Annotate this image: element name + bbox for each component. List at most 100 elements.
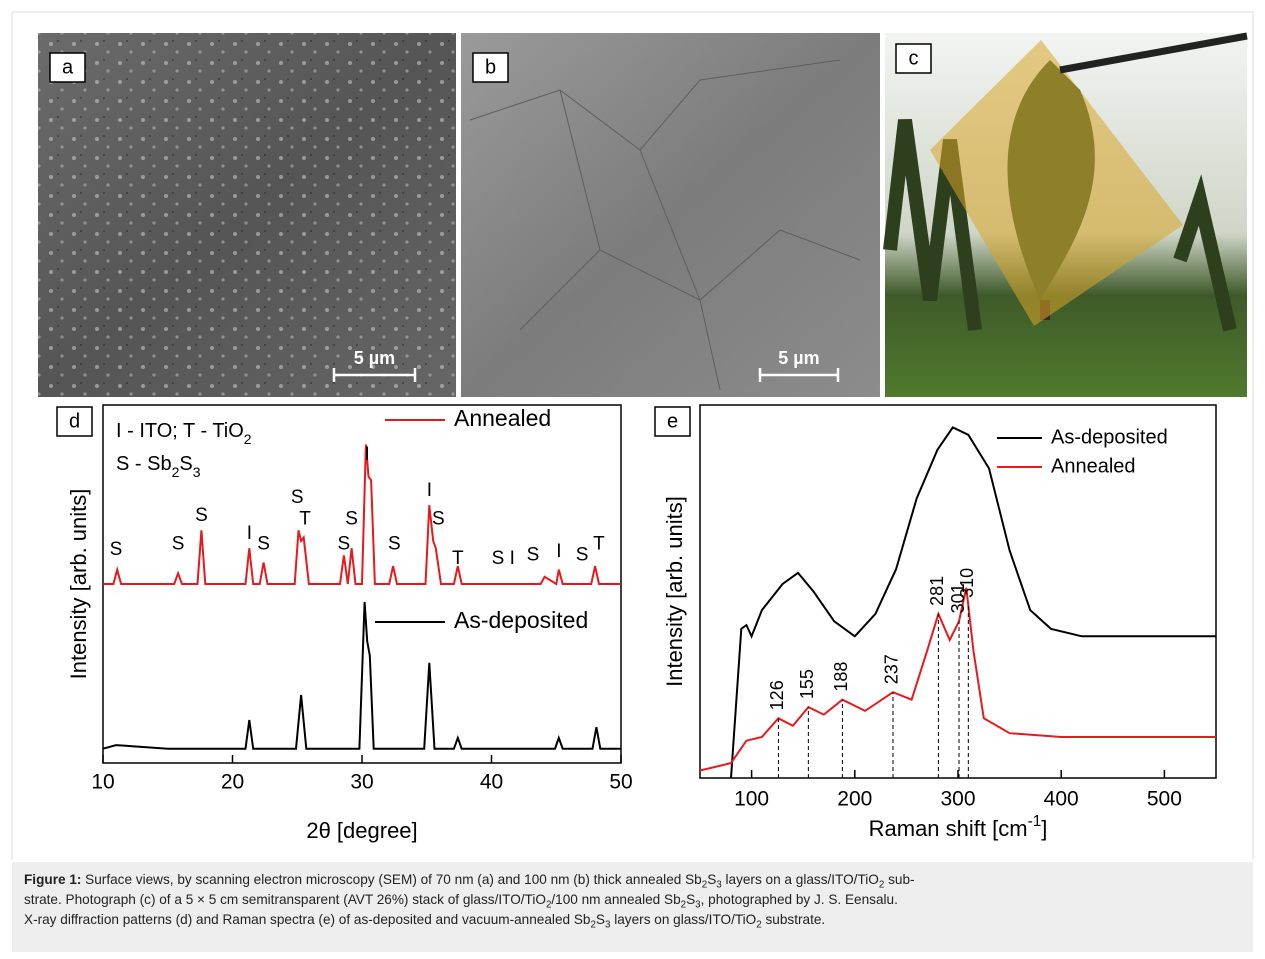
- peak-value: 281: [927, 576, 947, 606]
- peak-label: I: [247, 523, 252, 544]
- text-segment: I - ITO; T - TiO: [116, 420, 244, 442]
- peak-value: 310: [957, 568, 977, 598]
- trees: [883, 119, 1237, 332]
- caption: Figure 1: Surface views, by scanning ele…: [12, 862, 1253, 952]
- series-line: [699, 587, 1216, 772]
- caption-text: 2: [590, 919, 596, 931]
- text-segment: S: [179, 453, 192, 475]
- peak-label: S: [345, 509, 358, 530]
- panel-label: a: [62, 56, 74, 78]
- x-axis-label: 2θ [degree]: [306, 818, 417, 843]
- peak-label: I: [556, 541, 561, 562]
- peak-label: I: [510, 548, 515, 569]
- peak-value: 155: [797, 669, 817, 699]
- caption-text: layers on a glass/ITO/TiO: [721, 872, 879, 887]
- caption-text: Figure 1:: [24, 872, 82, 887]
- panel-label-box: [895, 43, 932, 74]
- legend-label: Annealed: [454, 405, 551, 431]
- panel-label: d: [69, 410, 80, 432]
- peak-label: S: [432, 509, 445, 530]
- series-line: [102, 601, 621, 750]
- panel-label: b: [485, 56, 496, 78]
- text-segment: 2: [172, 464, 180, 480]
- caption-text: Surface views, by scanning electron micr…: [81, 872, 702, 887]
- caption-line: Figure 1: Surface views, by scanning ele…: [24, 870, 1241, 890]
- sem-texture: [38, 33, 456, 397]
- x-tick-label: 400: [1044, 788, 1079, 811]
- phase-key: S - Sb2S3: [116, 453, 201, 479]
- peak-label: S: [388, 534, 401, 555]
- panel-label-box: [654, 406, 691, 437]
- x-tick-label: 500: [1147, 788, 1182, 811]
- peak-label: S: [172, 534, 185, 555]
- text-segment: 2: [244, 431, 252, 447]
- panel-label-box: [49, 52, 86, 83]
- caption-text: S: [707, 872, 717, 887]
- phase-key: I - ITO; T - TiO2: [116, 420, 252, 446]
- x-tick-label: 40: [480, 771, 503, 794]
- peak-label: S: [291, 487, 304, 508]
- peak-label: S: [257, 534, 270, 555]
- panel-label-box: [472, 52, 509, 83]
- panel-label-box: [56, 406, 93, 437]
- scale-bar-label: 5 µm: [354, 348, 395, 368]
- x-tick-label: 100: [734, 788, 769, 811]
- x-tick-label: 200: [837, 788, 872, 811]
- text-segment: ]: [1041, 816, 1047, 841]
- caption-text: S: [595, 912, 605, 927]
- peak-value: 301: [948, 583, 968, 613]
- peak-label: T: [593, 534, 605, 555]
- text-segment: S - Sb: [116, 453, 172, 475]
- peak-label: S: [576, 544, 589, 565]
- caption-text: 3: [716, 879, 722, 891]
- peak-label: T: [452, 548, 464, 569]
- y-axis-label: Intensity [arb. units]: [66, 489, 91, 680]
- frame: [11, 11, 1254, 860]
- peak-label: S: [195, 505, 208, 526]
- scale-bar: [758, 368, 840, 382]
- caption-text: 2: [545, 899, 552, 911]
- caption-text: 2: [680, 899, 687, 911]
- text-segment: Raman shift [cm: [869, 816, 1028, 841]
- peak-label: I: [365, 444, 370, 465]
- x-axis-label: Raman shift [cm-1]: [869, 813, 1048, 841]
- caption-text: strate. Photograph (c) of a 5 × 5 cm sem…: [24, 892, 546, 907]
- caption-text: layers on glass/ITO/TiO: [610, 912, 757, 927]
- x-tick-label: 20: [221, 771, 244, 794]
- figure: a b c d e 5 µm 5 µm 10 20 30 40 50 2θ [degree] Intens…: [11, 11, 1254, 860]
- tweezers: [1059, 32, 1248, 74]
- text-segment: -1: [1028, 813, 1042, 830]
- legend-label: Annealed: [1051, 455, 1136, 477]
- x-tick-label: 30: [350, 771, 373, 794]
- peak-value: 188: [831, 662, 851, 692]
- panel-label: e: [667, 410, 678, 432]
- caption-text: 2: [878, 879, 885, 891]
- caption-text: 2: [756, 919, 762, 931]
- scale-bar-label: 5 µm: [778, 348, 819, 368]
- caption-text: 3: [695, 899, 701, 911]
- y-axis-label: Intensity [arb. units]: [662, 496, 687, 687]
- peak-value: 237: [882, 654, 902, 684]
- caption-text: , photographed by J. S. Eensalu.: [700, 892, 898, 907]
- caption-text: sub-: [884, 872, 915, 887]
- caption-text: 3: [605, 919, 611, 931]
- caption-line: X-ray diffraction patterns (d) and Raman…: [24, 910, 1241, 930]
- peak-label: S: [338, 534, 351, 555]
- caption-text: substrate.: [761, 912, 826, 927]
- legend-label: As-deposited: [454, 607, 588, 633]
- caption-text: 2: [701, 879, 708, 891]
- peak-label: I: [427, 480, 432, 501]
- caption-text: /100 nm annealed Sb: [551, 892, 681, 907]
- peak-label: T: [299, 509, 311, 530]
- peak-value: 126: [767, 680, 787, 710]
- peak-label: S: [527, 544, 540, 565]
- panel-label: c: [909, 47, 919, 69]
- text-segment: 3: [193, 464, 201, 480]
- series-line: [103, 444, 621, 586]
- x-tick-label: 50: [609, 771, 632, 794]
- sem-image-b: [461, 33, 880, 397]
- x-tick-label: 10: [91, 771, 114, 794]
- caption-text: S: [686, 892, 696, 907]
- peak-label: S: [492, 548, 505, 569]
